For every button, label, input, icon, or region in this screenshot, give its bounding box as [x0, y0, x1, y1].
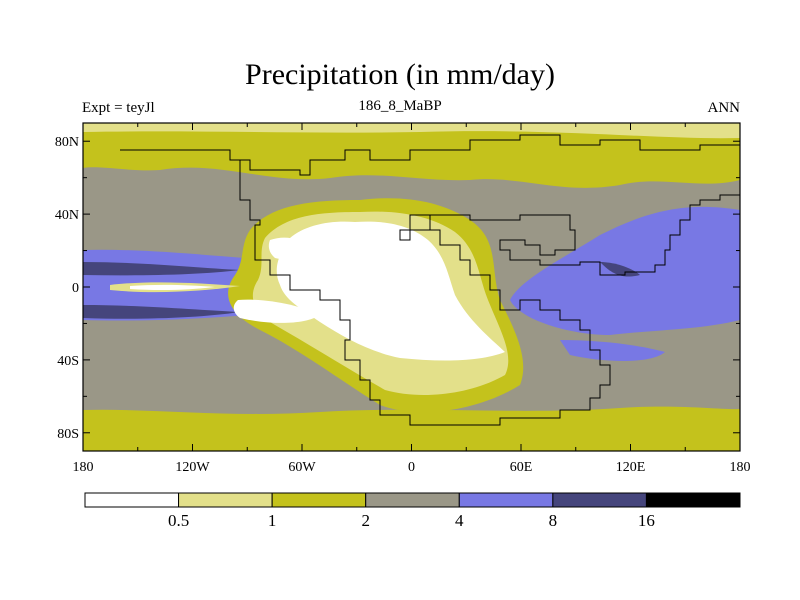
- x-tick-label: 180: [730, 460, 751, 475]
- colorbar-swatch: [645, 492, 741, 508]
- contour-band-lt-0.5-equator: [130, 284, 215, 291]
- x-tick-label: 0: [408, 460, 415, 475]
- x-tick-label: 60W: [288, 460, 316, 475]
- contour-band-1-2-south: [83, 406, 740, 451]
- season-label: ANN: [707, 100, 741, 116]
- colorbar-label: 2: [361, 511, 370, 530]
- contour-band-lt-0.5-pacific-south: [233, 299, 320, 323]
- colorbar-swatch: [365, 492, 460, 508]
- y-tick-label: 40N: [55, 208, 79, 223]
- colorbar-label: 0.5: [168, 511, 189, 530]
- x-tick-label: 180: [73, 460, 94, 475]
- contour-band-8-16-pacific-north: [83, 262, 240, 276]
- y-tick-label: 80S: [57, 427, 79, 442]
- y-tick-label: 0: [72, 281, 79, 296]
- colorbar-swatch: [84, 492, 180, 508]
- colorbar-swatch: [552, 492, 647, 508]
- contour-band-8-16-pacific-south: [83, 305, 240, 319]
- coastline-outline: [120, 134, 740, 426]
- contour-band-4-8-south: [560, 340, 665, 361]
- y-tick-label: 80N: [55, 135, 79, 150]
- colorbar-label: 4: [455, 511, 464, 530]
- colorbar-swatch: [178, 492, 273, 508]
- contour-band-8-16-tethys: [600, 262, 640, 277]
- y-tick-label: 40S: [57, 354, 79, 369]
- x-tick-label: 60E: [510, 460, 533, 475]
- contour-fields: [83, 123, 740, 451]
- colorbar-label: 8: [549, 511, 558, 530]
- colorbar-label: 16: [638, 511, 655, 530]
- colorbar-boxes: [84, 492, 741, 508]
- period-label: 186_8_MaBP: [358, 98, 442, 114]
- y-axis: 80N 40N 0 40S 80S: [55, 135, 740, 442]
- x-tick-label: 120W: [175, 460, 210, 475]
- x-tick-label: 120E: [616, 460, 646, 475]
- contour-band-lt-0.5-pangea: [276, 221, 505, 361]
- colorbar-labels: 0.5 1 2 4 8 16: [168, 511, 655, 530]
- chart-title: Precipitation (in mm/day): [245, 58, 555, 91]
- x-axis: 180 120W 60W 0 60E 120E 180: [73, 123, 751, 475]
- contour-band-lt-0.5-west: [268, 237, 310, 260]
- contour-band-1-2-north: [83, 123, 740, 188]
- colorbar-swatch: [458, 492, 554, 508]
- experiment-label: Expt = teyJl: [82, 100, 155, 116]
- colorbar-swatch: [271, 492, 367, 508]
- colorbar-label: 1: [268, 511, 277, 530]
